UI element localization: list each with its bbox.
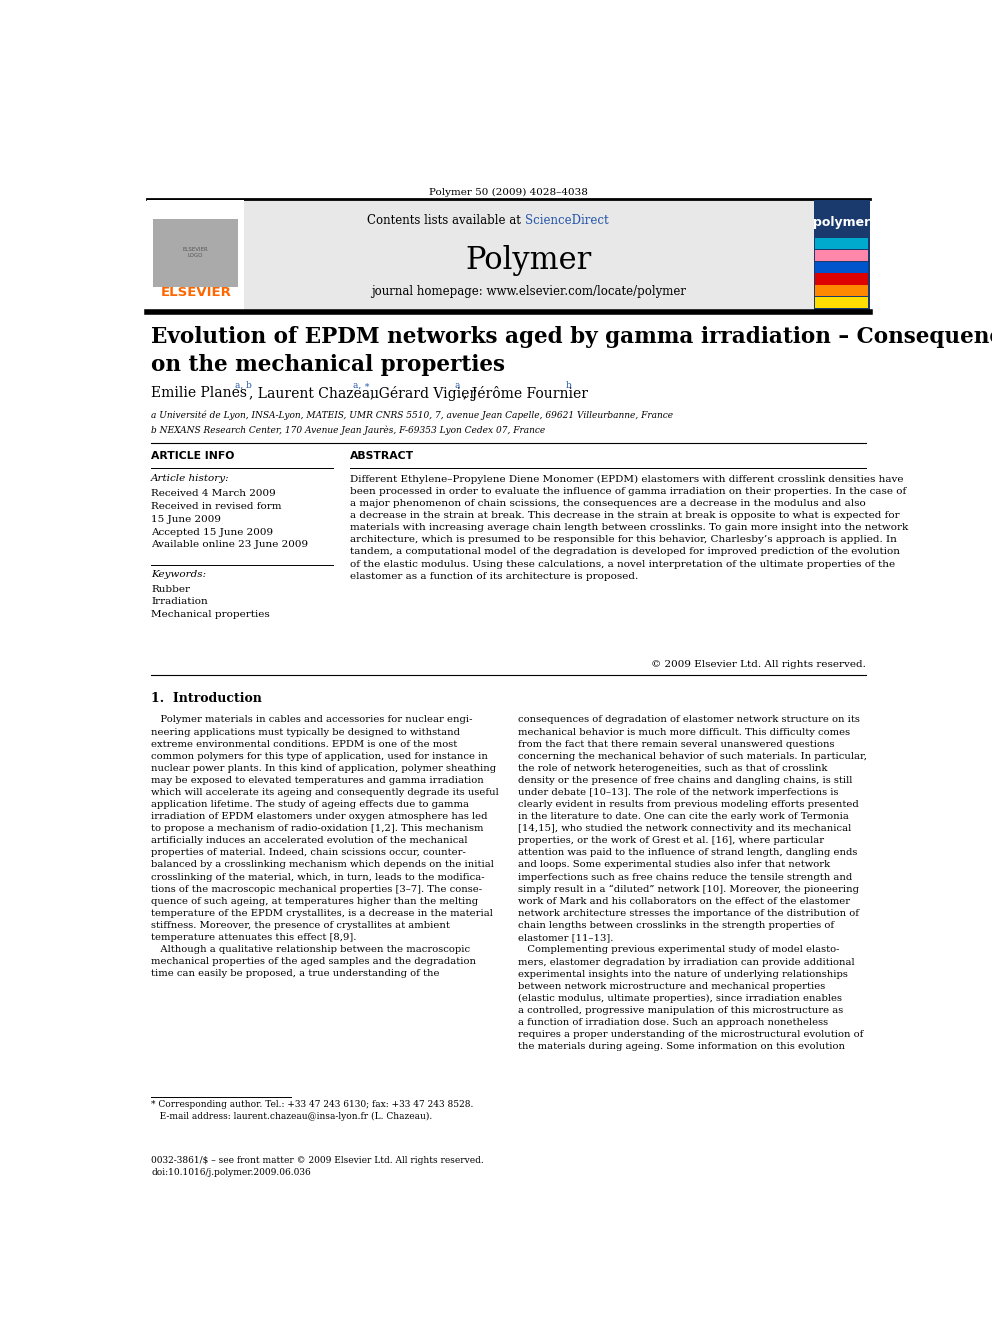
Text: Contents lists available at: Contents lists available at	[367, 214, 525, 228]
Text: , Gérard Vigier: , Gérard Vigier	[370, 386, 476, 401]
Text: a, ∗: a, ∗	[352, 381, 370, 389]
Text: Keywords:: Keywords:	[151, 570, 206, 579]
Text: Received 4 March 2009
Received in revised form
15 June 2009
Accepted 15 June 200: Received 4 March 2009 Received in revise…	[151, 490, 309, 549]
Text: polymer: polymer	[813, 216, 870, 229]
Text: b NEXANS Research Center, 170 Avenue Jean Jaurès, F-69353 Lyon Cedex 07, France: b NEXANS Research Center, 170 Avenue Jea…	[151, 426, 546, 435]
Text: Different Ethylene–Propylene Diene Monomer (EPDM) elastomers with different cros: Different Ethylene–Propylene Diene Monom…	[350, 475, 909, 581]
Text: a, b: a, b	[235, 381, 252, 389]
Bar	[815, 238, 868, 249]
Text: © 2009 Elsevier Ltd. All rights reserved.: © 2009 Elsevier Ltd. All rights reserved…	[651, 660, 866, 669]
Text: ARTICLE INFO: ARTICLE INFO	[151, 451, 234, 460]
Text: ABSTRACT: ABSTRACT	[350, 451, 415, 460]
Text: Evolution of EPDM networks aged by gamma irradiation – Consequences
on the mecha: Evolution of EPDM networks aged by gamma…	[151, 325, 992, 376]
Text: Emilie Planes: Emilie Planes	[151, 386, 247, 400]
Text: ScienceDirect: ScienceDirect	[525, 214, 609, 228]
Text: * Corresponding author. Tel.: +33 47 243 6130; fax: +33 47 243 8528.
   E-mail a: * Corresponding author. Tel.: +33 47 243…	[151, 1099, 473, 1121]
Bar	[813, 200, 870, 310]
Text: Polymer: Polymer	[466, 245, 592, 277]
Bar	[154, 218, 238, 287]
Text: , Laurent Chazeau: , Laurent Chazeau	[249, 386, 379, 400]
Bar	[147, 200, 244, 310]
Bar	[815, 298, 868, 308]
Bar	[815, 286, 868, 296]
Text: a Université de Lyon, INSA-Lyon, MATEIS, UMR CNRS 5510, 7, avenue Jean Capelle, : a Université de Lyon, INSA-Lyon, MATEIS,…	[151, 410, 674, 419]
Text: Polymer materials in cables and accessories for nuclear engi-
neering applicatio: Polymer materials in cables and accessor…	[151, 716, 499, 978]
Bar	[815, 274, 868, 284]
Bar	[147, 200, 870, 310]
Text: 0032-3861/$ – see front matter © 2009 Elsevier Ltd. All rights reserved.
doi:10.: 0032-3861/$ – see front matter © 2009 El…	[151, 1156, 484, 1176]
Text: , Jérôme Fournier: , Jérôme Fournier	[462, 386, 587, 401]
Text: journal homepage: www.elsevier.com/locate/polymer: journal homepage: www.elsevier.com/locat…	[371, 284, 686, 298]
Text: a: a	[455, 381, 460, 389]
Bar	[815, 262, 868, 273]
Text: ELSEVIER
LOGO: ELSEVIER LOGO	[183, 247, 208, 258]
Text: Polymer 50 (2009) 4028–4038: Polymer 50 (2009) 4028–4038	[429, 188, 588, 197]
Bar	[815, 250, 868, 261]
Text: b: b	[565, 381, 571, 389]
Text: Article history:: Article history:	[151, 475, 230, 483]
Text: Rubber
Irradiation
Mechanical properties: Rubber Irradiation Mechanical properties	[151, 585, 270, 619]
Text: 1.  Introduction: 1. Introduction	[151, 692, 262, 705]
Text: consequences of degradation of elastomer network structure on its
mechanical beh: consequences of degradation of elastomer…	[518, 716, 867, 1052]
Text: ELSEVIER: ELSEVIER	[161, 286, 231, 299]
